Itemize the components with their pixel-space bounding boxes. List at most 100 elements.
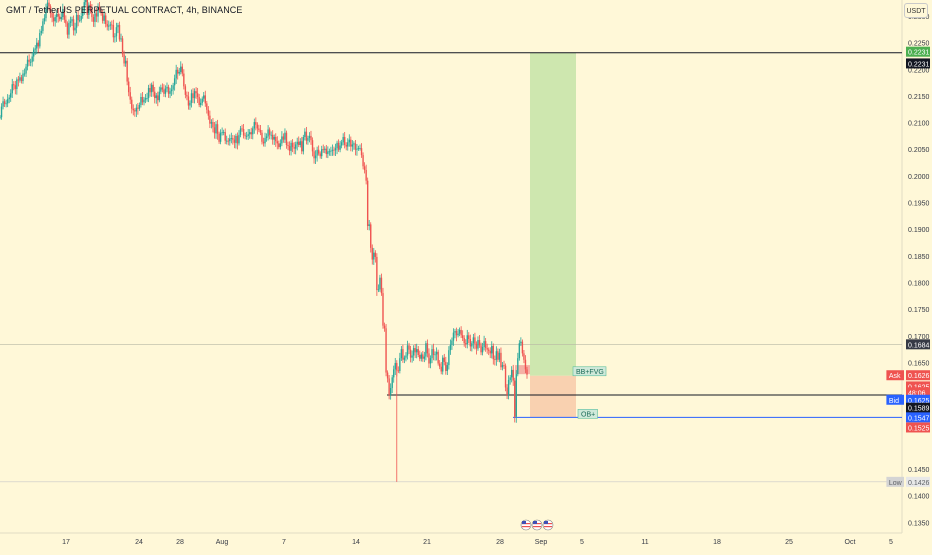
candle-body [186,94,188,97]
us-flag-icon[interactable] [531,519,543,531]
candle-body [138,105,141,109]
candle [374,250,377,263]
candle [324,146,326,154]
candle [287,141,289,151]
candle-body [399,358,401,371]
candle [60,13,62,22]
candle [484,338,487,352]
candle [389,383,392,400]
candle [33,47,35,62]
price-label-text: 0.2231 [908,50,930,57]
candle [98,2,101,13]
candle-body [192,93,194,99]
us-flag-icon[interactable] [520,519,532,531]
candle [80,12,82,23]
candle-body [66,23,69,35]
flag-stripe [533,526,541,528]
candle [149,83,151,97]
candle [36,37,38,55]
candle [366,177,369,231]
candle [417,346,419,358]
candle [59,13,61,22]
candle-body [16,79,18,90]
candle-body [59,16,61,20]
candle-body [227,140,229,142]
candle [503,360,505,370]
candle [394,357,396,376]
candle-body [204,95,206,104]
candle-body [293,147,295,149]
candle-body [253,122,256,129]
price-tag-text: Ask [889,373,901,380]
candle [132,104,134,116]
time-tick-label: Aug [216,539,229,546]
candle [82,7,84,19]
candle [480,342,482,356]
candle [14,80,17,95]
candle [494,355,496,366]
candle [302,134,305,155]
candle [258,124,260,133]
candle [333,146,335,156]
candle [373,247,375,265]
position-zones [515,52,576,418]
candle [282,133,285,143]
grid [0,0,903,534]
candle-body [264,138,266,144]
candle [422,351,424,362]
candle [172,82,174,95]
candle [321,145,323,159]
candle-body [43,18,46,22]
candle-body [465,343,467,345]
currency-button[interactable]: USDT [904,3,928,18]
price-tick-label: 0.2000 [908,174,930,181]
candle-body [391,377,393,389]
candle-body [39,33,41,47]
us-flag-icon[interactable] [542,519,554,531]
candle [170,84,173,96]
candle-body [494,359,496,361]
candle-body [334,148,337,151]
candle [235,133,237,149]
candle [271,130,274,145]
candle-body [249,132,251,135]
candle [65,15,67,27]
candle [347,138,349,151]
candle-body [481,346,484,353]
flag-stripe [522,526,530,528]
candle-body [164,88,167,94]
candle [376,253,378,296]
candle-body [195,91,197,94]
candle [180,61,182,75]
candle [97,3,99,23]
candle [391,374,393,394]
candle-body [472,337,475,344]
candle-body [270,134,272,136]
candle [10,89,12,102]
candle-body [278,143,280,148]
candle [458,327,461,337]
candle-body [521,341,524,354]
candle [25,63,27,77]
candle-body [91,9,93,18]
candle [377,284,380,293]
candle [105,13,107,28]
target-zone [530,52,576,376]
candle [345,142,347,151]
candle-body [382,293,384,326]
candle-body [478,340,481,346]
candle [91,4,93,22]
candle [455,327,458,342]
candle-body [379,277,381,290]
candle-body [158,91,161,101]
candle [336,140,338,155]
candle-body [14,85,17,90]
candle [307,135,309,145]
candle [11,78,13,98]
candle-body [518,343,521,359]
candle-body [515,374,517,417]
candle-body [501,365,504,368]
candle-body [509,377,511,381]
